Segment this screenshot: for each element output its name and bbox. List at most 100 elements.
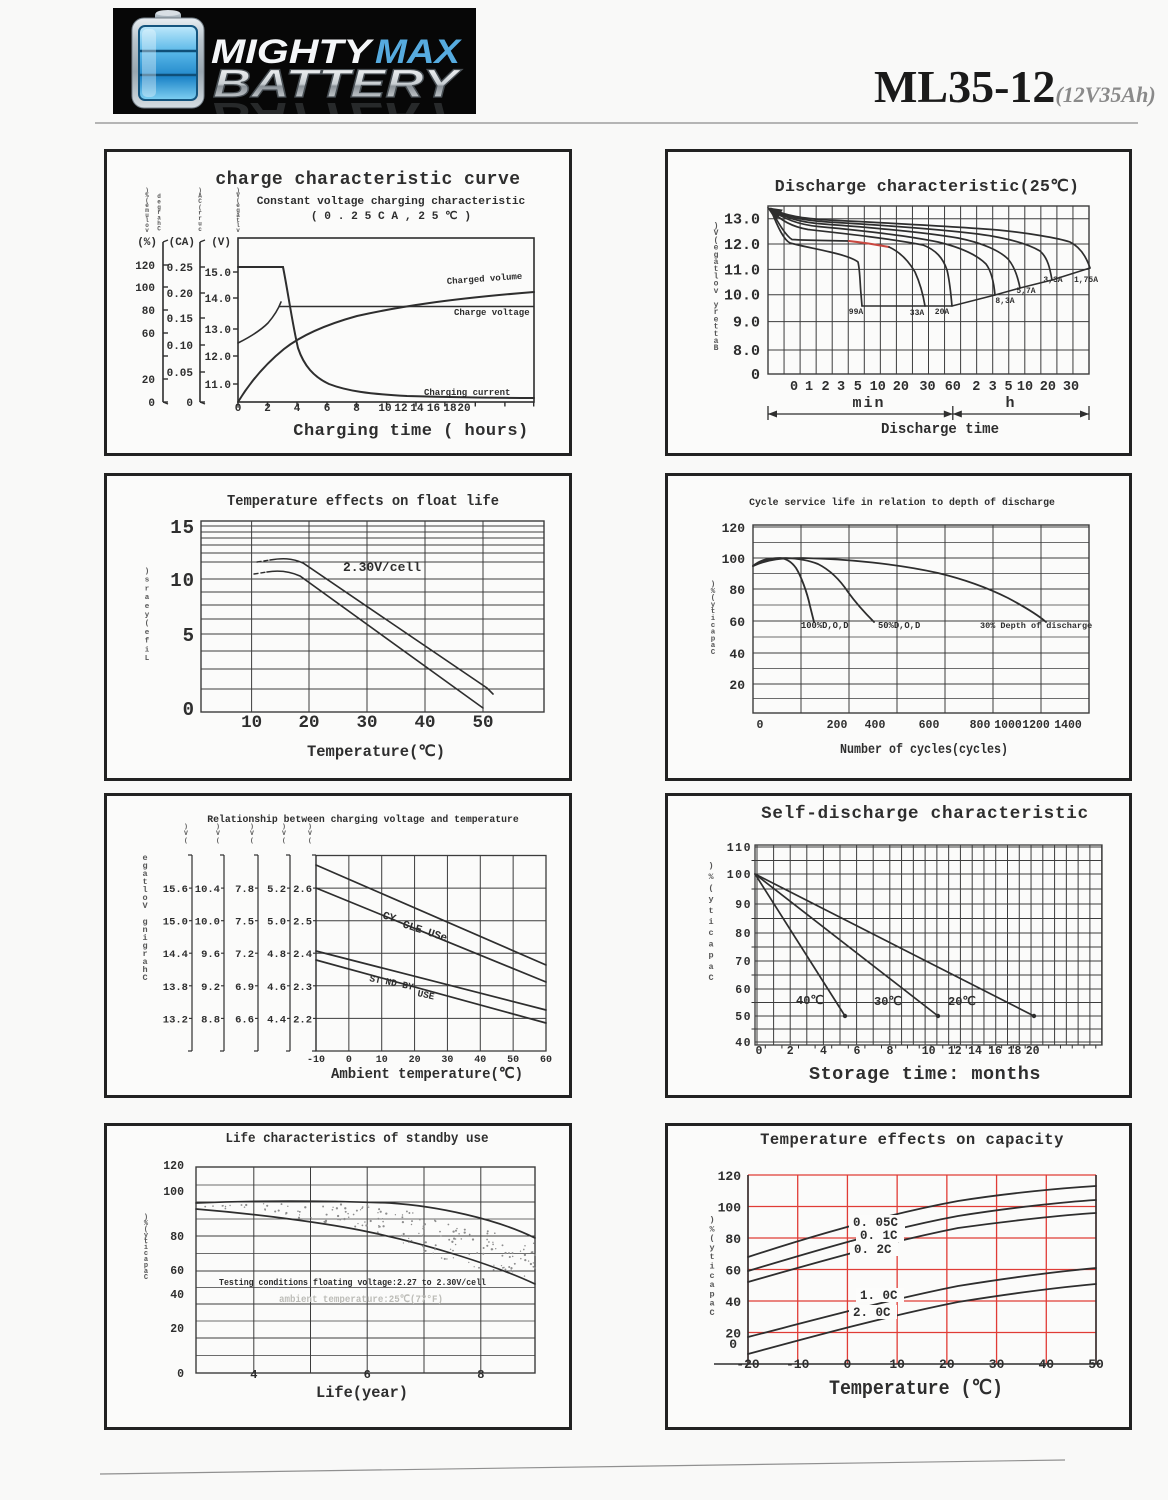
svg-text:20: 20 (457, 403, 470, 415)
svg-text:): ) (711, 581, 716, 589)
svg-text:10: 10 (870, 380, 886, 395)
svg-text:20: 20 (142, 375, 155, 387)
svg-text:e: e (145, 603, 150, 611)
svg-text:6.6: 6.6 (235, 1014, 254, 1026)
svg-text:7.2: 7.2 (235, 949, 254, 961)
svg-text:60: 60 (729, 615, 745, 630)
svg-text:7.5: 7.5 (235, 917, 254, 929)
svg-text:min: min (852, 395, 885, 412)
svg-text:0. 1C: 0. 1C (860, 1229, 898, 1243)
svg-text:a: a (708, 939, 713, 949)
svg-text:6: 6 (364, 1368, 371, 1382)
svg-text:L: L (145, 655, 150, 663)
svg-text:11.0: 11.0 (205, 380, 231, 392)
svg-text:(: ( (198, 204, 202, 211)
svg-text:9.6: 9.6 (201, 949, 220, 961)
svg-text:m: m (145, 207, 149, 214)
svg-text:t: t (708, 906, 713, 916)
svg-text:100: 100 (722, 552, 746, 567)
svg-text:50%D,O,D: 50%D,O,D (878, 621, 920, 631)
svg-text:g: g (142, 917, 147, 927)
svg-text:9.2: 9.2 (201, 982, 220, 994)
svg-text:2.30V/cell: 2.30V/cell (343, 560, 421, 575)
svg-text:80: 80 (142, 306, 155, 318)
svg-text:(: ( (250, 837, 254, 844)
svg-text:n: n (142, 925, 147, 935)
svg-text:10: 10 (889, 1357, 905, 1372)
svg-text:h: h (142, 965, 147, 975)
svg-text:(: ( (184, 837, 188, 844)
svg-text:30: 30 (919, 380, 935, 395)
svg-text:14: 14 (968, 1045, 982, 1058)
svg-text:C: C (198, 198, 202, 205)
svg-text:BATTERY: BATTERY (213, 94, 462, 114)
svg-text:g: g (236, 207, 240, 214)
svg-text:120: 120 (163, 1160, 184, 1173)
svg-text:40: 40 (735, 1037, 752, 1050)
svg-text:g: g (142, 861, 147, 871)
svg-text:USE: USE (416, 988, 435, 1002)
svg-text:a: a (157, 215, 161, 222)
svg-text:30: 30 (989, 1357, 1005, 1372)
svg-text:6: 6 (854, 1045, 861, 1058)
svg-text:Number of cycles(cycles): Number of cycles(cycles) (840, 742, 1008, 758)
svg-text:20: 20 (409, 1055, 421, 1066)
svg-text:18: 18 (1008, 1045, 1022, 1058)
svg-text:r: r (145, 585, 150, 593)
svg-text:Life(year): Life(year) (316, 1384, 408, 1402)
svg-text:10: 10 (170, 570, 195, 592)
svg-text:V: V (184, 830, 188, 837)
svg-text:V: V (216, 830, 220, 837)
svg-text:0.10: 0.10 (167, 341, 193, 353)
svg-text:0: 0 (729, 1337, 737, 1352)
svg-text:%: % (709, 1224, 715, 1234)
svg-text:g: g (714, 251, 719, 260)
svg-text:3: 3 (989, 380, 997, 395)
svg-text:(: ( (711, 595, 716, 603)
svg-text:50: 50 (507, 1055, 519, 1066)
svg-text:13.0: 13.0 (724, 212, 760, 229)
svg-text:8: 8 (477, 1368, 484, 1382)
svg-text:r: r (714, 308, 719, 317)
svg-text:20: 20 (725, 1327, 741, 1342)
svg-text:): ) (216, 823, 220, 830)
svg-text:g: g (142, 941, 147, 951)
svg-text:r: r (198, 209, 202, 216)
svg-text:10: 10 (922, 1045, 936, 1058)
svg-text:0: 0 (148, 398, 155, 410)
svg-text:v: v (145, 227, 149, 234)
svg-text:40: 40 (414, 713, 435, 733)
svg-text:20: 20 (170, 1323, 184, 1336)
svg-text:0.20: 0.20 (167, 289, 193, 301)
svg-text:s: s (145, 577, 150, 585)
svg-text:t: t (714, 323, 719, 332)
svg-text:4: 4 (250, 1368, 257, 1382)
svg-text:10: 10 (1017, 380, 1033, 395)
svg-text:charge characteristic curve: charge characteristic curve (215, 170, 520, 190)
svg-text:a: a (714, 258, 719, 267)
svg-text:14.0: 14.0 (205, 294, 231, 306)
svg-text:V: V (308, 830, 312, 837)
svg-text:t: t (236, 217, 240, 224)
svg-text:e: e (236, 202, 240, 209)
svg-text:): ) (184, 823, 188, 830)
svg-text:20℃: 20℃ (948, 995, 976, 1009)
svg-text:10: 10 (241, 713, 262, 733)
svg-text:i: i (709, 1262, 714, 1272)
svg-text:10: 10 (376, 1055, 388, 1066)
svg-text:(%): (%) (137, 237, 157, 249)
svg-text:60: 60 (945, 380, 961, 395)
svg-text:l: l (236, 222, 240, 229)
svg-text:120: 120 (135, 261, 155, 273)
svg-text:60: 60 (540, 1055, 552, 1066)
svg-text:): ) (145, 187, 149, 194)
svg-text:2: 2 (821, 380, 829, 395)
svg-text:30: 30 (356, 713, 377, 733)
svg-text:40: 40 (170, 1289, 184, 1302)
svg-text:800: 800 (970, 719, 991, 732)
svg-text:MIGHTY: MIGHTY (211, 33, 375, 71)
svg-text:0: 0 (751, 367, 760, 384)
svg-text:0.25: 0.25 (167, 263, 194, 275)
svg-text:): ) (708, 861, 713, 871)
svg-text:p: p (709, 1289, 714, 1299)
